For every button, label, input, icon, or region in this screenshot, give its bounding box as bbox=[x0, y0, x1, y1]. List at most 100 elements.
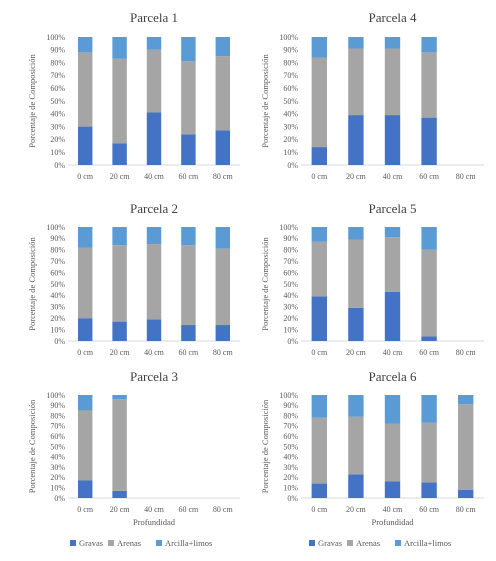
bar-segment bbox=[112, 143, 127, 165]
bar-segment bbox=[146, 37, 162, 50]
y-tick-label: 40% bbox=[50, 110, 65, 119]
y-tick-label: 80% bbox=[283, 246, 298, 255]
y-tick-label: 80% bbox=[283, 58, 298, 67]
y-tick-label: 20% bbox=[283, 473, 298, 482]
y-axis-title: Porcentaje de Composición bbox=[27, 399, 37, 493]
y-tick-label: 10% bbox=[50, 325, 65, 334]
y-tick-label: 10% bbox=[283, 484, 298, 493]
chart-title: Parcela 1 bbox=[130, 10, 178, 25]
y-tick-label: 0% bbox=[54, 494, 65, 503]
bar-segment bbox=[112, 490, 127, 498]
bar-segment bbox=[215, 56, 231, 131]
legend-label: Arcilla+limos bbox=[165, 538, 212, 548]
bar-segment bbox=[421, 52, 437, 118]
y-tick-label: 20% bbox=[283, 314, 298, 323]
bar-segment bbox=[348, 416, 364, 475]
y-tick-label: 30% bbox=[283, 122, 298, 131]
bar-segment bbox=[146, 244, 162, 320]
y-tick-label: 10% bbox=[283, 325, 298, 334]
bar-segment bbox=[348, 307, 364, 341]
y-tick-label: 20% bbox=[50, 473, 65, 482]
bar-segment bbox=[112, 37, 127, 59]
legend-swatch bbox=[395, 540, 401, 546]
bar-segment bbox=[311, 296, 327, 341]
y-tick-label: 20% bbox=[50, 314, 65, 323]
y-tick-label: 20% bbox=[283, 135, 298, 144]
bar-segment bbox=[384, 481, 401, 498]
y-tick-label: 100% bbox=[46, 391, 65, 400]
y-tick-label: 0% bbox=[54, 337, 65, 346]
y-tick-label: 90% bbox=[283, 401, 298, 410]
bar-segment bbox=[181, 325, 196, 341]
bar-segment bbox=[77, 126, 93, 165]
bar-segment bbox=[215, 130, 231, 165]
y-tick-label: 70% bbox=[283, 71, 298, 80]
bar-segment bbox=[384, 115, 401, 165]
bar-segment bbox=[311, 57, 327, 148]
y-tick-label: 90% bbox=[283, 234, 298, 243]
x-tick-label: 80 cm bbox=[213, 505, 234, 514]
y-tick-label: 80% bbox=[283, 411, 298, 420]
y-tick-label: 50% bbox=[50, 280, 65, 289]
bar-segment bbox=[181, 61, 196, 135]
bar-segment bbox=[348, 474, 364, 498]
chart-panel: Parcela 3 0%10% 20%30%40% 50%60%70% 80%90%10… bbox=[27, 369, 240, 527]
y-tick-label: 60% bbox=[50, 268, 65, 277]
chart-title: Parcela 5 bbox=[368, 201, 416, 216]
x-tick-label: 60 cm bbox=[179, 172, 200, 181]
x-axis-title: Profundidad bbox=[133, 517, 176, 527]
legend-swatch bbox=[70, 540, 76, 546]
bar-segment bbox=[146, 112, 162, 165]
y-tick-label: 50% bbox=[50, 442, 65, 451]
bar-segment bbox=[77, 480, 93, 498]
y-axis-title: Porcentaje de Composición bbox=[260, 54, 270, 148]
bar-segment bbox=[181, 134, 196, 165]
chart-title: Parcela 4 bbox=[368, 10, 417, 25]
bar-segment bbox=[421, 117, 437, 165]
x-tick-label: 40 cm bbox=[383, 505, 404, 514]
y-tick-label: 50% bbox=[283, 442, 298, 451]
bar-segment bbox=[112, 399, 127, 491]
bar-segment bbox=[384, 37, 401, 49]
bar-segment bbox=[77, 410, 93, 481]
x-tick-label: 20 cm bbox=[110, 172, 131, 181]
y-tick-label: 90% bbox=[50, 46, 65, 55]
y-tick-label: 30% bbox=[283, 303, 298, 312]
x-tick-label: 0 cm bbox=[311, 505, 328, 514]
bar-segment bbox=[384, 291, 401, 341]
bar-segment bbox=[181, 37, 196, 62]
bar-segment bbox=[384, 237, 401, 292]
bar-segment bbox=[146, 49, 162, 113]
x-tick-label: 40 cm bbox=[383, 348, 404, 357]
y-tick-label: 40% bbox=[50, 453, 65, 462]
bar-segment bbox=[77, 52, 93, 127]
x-tick-label: 20 cm bbox=[110, 348, 131, 357]
bar-segment bbox=[348, 239, 364, 308]
y-tick-label: 70% bbox=[50, 422, 65, 431]
bar-segment bbox=[311, 227, 327, 242]
x-tick-label: 80 cm bbox=[213, 172, 234, 181]
x-tick-label: 80 cm bbox=[456, 505, 477, 514]
y-tick-label: 100% bbox=[279, 33, 298, 42]
bar-segment bbox=[311, 241, 327, 297]
legend: Gravas Arenas Arcilla+limos bbox=[309, 538, 451, 548]
bar-segment bbox=[458, 404, 474, 490]
bar-segment bbox=[421, 482, 437, 498]
x-tick-label: 80 cm bbox=[456, 348, 477, 357]
y-tick-label: 100% bbox=[46, 223, 65, 232]
x-tick-label: 40 cm bbox=[144, 348, 165, 357]
y-tick-label: 40% bbox=[283, 453, 298, 462]
bar-segment bbox=[112, 395, 127, 400]
bar-segment bbox=[215, 227, 231, 249]
bar-segment bbox=[421, 336, 437, 341]
y-tick-label: 100% bbox=[279, 391, 298, 400]
bar-segment bbox=[421, 422, 437, 483]
bar-segment bbox=[348, 395, 364, 417]
y-axis-title: Porcentaje de Composición bbox=[27, 237, 37, 331]
x-tick-label: 60 cm bbox=[419, 172, 440, 181]
y-tick-label: 100% bbox=[279, 223, 298, 232]
chart-title: Parcela 2 bbox=[130, 201, 178, 216]
bar-segment bbox=[112, 321, 127, 341]
bar-segment bbox=[311, 37, 327, 58]
y-tick-label: 60% bbox=[50, 84, 65, 93]
